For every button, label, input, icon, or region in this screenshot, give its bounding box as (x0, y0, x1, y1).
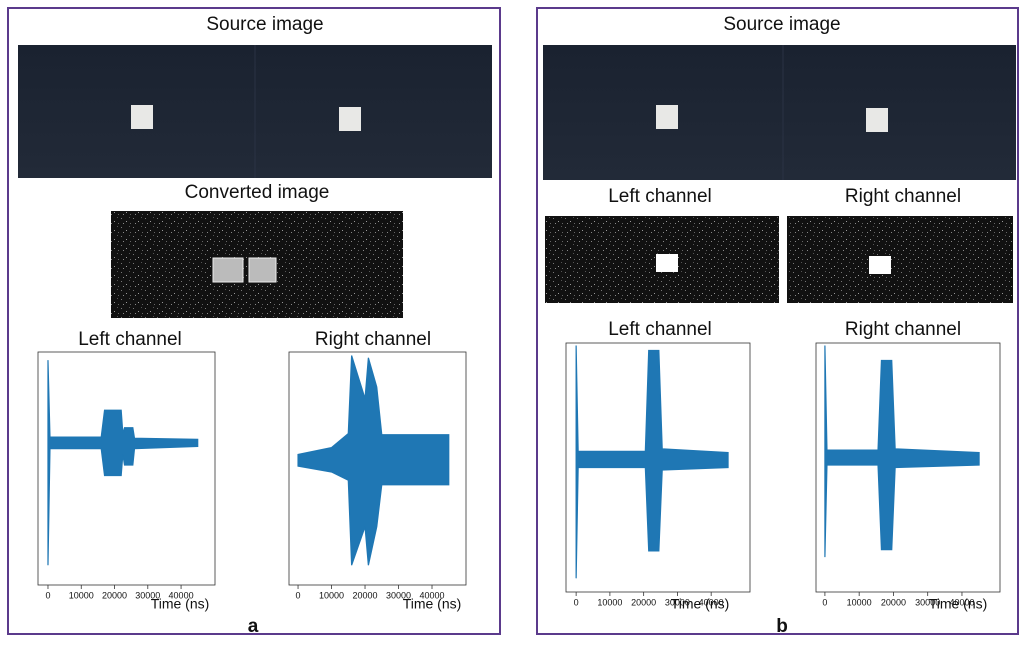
section-title: Left channel (608, 186, 712, 207)
waveform (298, 355, 449, 565)
waveform (48, 360, 198, 565)
x-tick-label: 0 (45, 590, 50, 600)
x-axis-label: Time (ns) (929, 596, 988, 612)
source-image (543, 45, 1016, 180)
x-tick-label: 10000 (319, 590, 344, 600)
panel-label: a (248, 616, 259, 637)
x-tick-label: 20000 (631, 597, 656, 607)
source-image (18, 45, 492, 178)
plot-title: Right channel (315, 329, 431, 350)
plot-title: Right channel (845, 319, 961, 340)
x-tick-label: 0 (822, 597, 827, 607)
x-axis-label: Time (ns) (151, 596, 210, 612)
section-title: Right channel (845, 186, 961, 207)
channel-image (545, 216, 1013, 303)
x-tick-label: 0 (296, 590, 301, 600)
plot-title: Left channel (78, 329, 182, 350)
figure: Source image Converted image a Source im… (0, 0, 1023, 642)
x-tick-label: 0 (574, 597, 579, 607)
plot-frame (38, 352, 215, 585)
x-axis-label: Time (ns) (403, 596, 462, 612)
waveform (825, 345, 979, 557)
x-axis-label: Time (ns) (671, 596, 730, 612)
x-tick-label: 20000 (881, 597, 906, 607)
converted-image (111, 211, 403, 318)
panel-label: b (776, 616, 788, 637)
x-tick-label: 10000 (847, 597, 872, 607)
section-title: Converted image (185, 182, 330, 203)
section-title: Source image (206, 14, 323, 35)
waveform (576, 345, 728, 578)
x-tick-label: 20000 (353, 590, 378, 600)
x-tick-label: 10000 (597, 597, 622, 607)
x-tick-label: 10000 (69, 590, 94, 600)
plot-title: Left channel (608, 319, 712, 340)
section-title: Source image (723, 14, 840, 35)
x-tick-label: 20000 (102, 590, 127, 600)
